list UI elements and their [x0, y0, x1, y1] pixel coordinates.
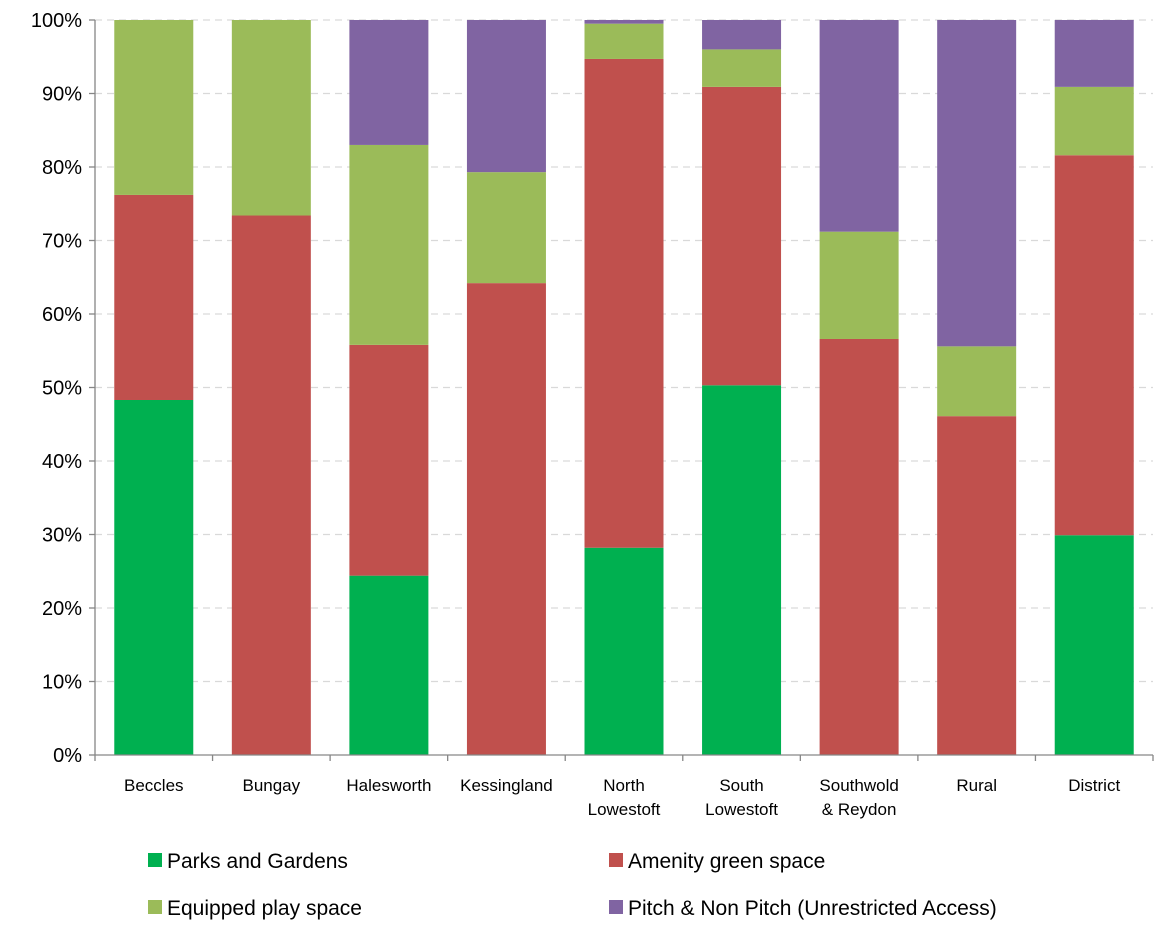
bar-segment: [349, 144, 429, 345]
x-tick-label: District: [1068, 776, 1120, 795]
x-tick-label: North: [603, 776, 645, 795]
bar-segment: [466, 20, 546, 173]
legend-item: Parks and Gardens: [148, 850, 348, 873]
legend-item: Pitch & Non Pitch (Unrestricted Access): [609, 897, 997, 920]
x-tick-label: South: [719, 776, 763, 795]
bar-segment: [114, 194, 194, 400]
bar-segment: [702, 49, 782, 87]
bar-segment: [349, 20, 429, 145]
bar-segment: [819, 338, 899, 755]
y-tick-label: 40%: [42, 451, 82, 473]
legend-swatch: [609, 853, 623, 867]
x-tick-label: Lowestoft: [705, 800, 778, 819]
x-tick-label: Lowestoft: [588, 800, 661, 819]
legend-label: Parks and Gardens: [167, 850, 348, 873]
bar-segment: [937, 346, 1017, 417]
y-tick-label: 50%: [42, 378, 82, 400]
y-tick-label: 70%: [42, 231, 82, 253]
bar-segment: [466, 172, 546, 284]
y-tick-label: 10%: [42, 672, 82, 694]
legend-label: Pitch & Non Pitch (Unrestricted Access): [628, 897, 997, 920]
legend-item: Amenity green space: [609, 850, 825, 873]
x-tick-label: Rural: [956, 776, 997, 795]
bar-segment: [819, 20, 899, 232]
bar-segment: [349, 575, 429, 755]
legend-item: Equipped play space: [148, 897, 362, 920]
bar-segment: [702, 385, 782, 755]
x-tick-label: Bungay: [242, 776, 300, 795]
bar-segment: [114, 20, 194, 195]
bar-segment: [702, 20, 782, 50]
bar-segment: [584, 20, 664, 24]
bar-segment: [584, 547, 664, 755]
legend-label: Amenity green space: [628, 850, 825, 873]
bar-segment: [349, 344, 429, 576]
y-tick-label: 60%: [42, 304, 82, 326]
bar-segment: [702, 86, 782, 386]
y-tick-label: 0%: [53, 745, 82, 767]
legend: Parks and Gardens Amenity green space Equi…: [148, 850, 997, 920]
x-tick-label: Kessingland: [460, 776, 553, 795]
legend-swatch: [148, 900, 162, 914]
bar-segment: [1054, 20, 1134, 87]
bar-segment: [1054, 155, 1134, 536]
bars: [114, 20, 1134, 755]
y-tick-label: 30%: [42, 525, 82, 547]
y-tick-label: 20%: [42, 598, 82, 620]
bar-segment: [937, 416, 1017, 755]
x-tick-label: Halesworth: [346, 776, 431, 795]
bar-segment: [114, 399, 194, 755]
bar-segment: [1054, 535, 1134, 755]
bar-segment: [1054, 86, 1134, 156]
x-tick-label: Southwold: [819, 776, 898, 795]
legend-label: Equipped play space: [167, 897, 362, 920]
bar-segment: [584, 58, 664, 548]
bar-segment: [819, 231, 899, 339]
legend-swatch: [148, 853, 162, 867]
bar-segment: [231, 20, 311, 216]
y-tick-label: 100%: [31, 10, 82, 32]
bar-segment: [584, 23, 664, 59]
y-tick-label: 90%: [42, 84, 82, 106]
x-tick-label: Beccles: [124, 776, 184, 795]
legend-swatch: [609, 900, 623, 914]
x-tick-label: & Reydon: [822, 800, 897, 819]
axes: 0% 10% 20% 30% 40% 50% 60% 70% 80% 90% 100% Beccles…: [31, 10, 1154, 819]
bar-segment: [937, 20, 1017, 347]
bar-segment: [466, 283, 546, 755]
bar-segment: [231, 215, 311, 755]
y-tick-label: 80%: [42, 157, 82, 179]
